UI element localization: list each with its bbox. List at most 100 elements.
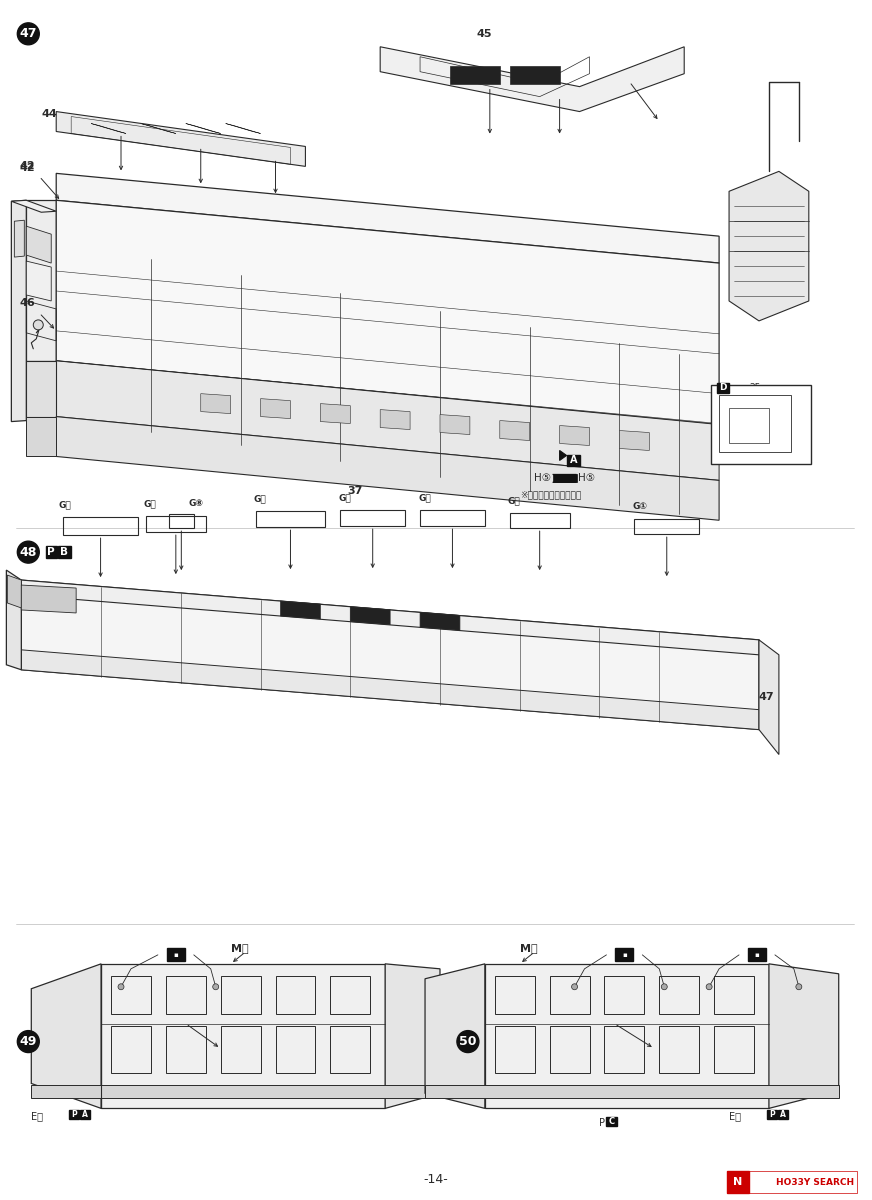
Polygon shape xyxy=(56,112,305,167)
Polygon shape xyxy=(26,416,56,456)
Polygon shape xyxy=(11,200,56,212)
Text: 45: 45 xyxy=(476,29,492,38)
Polygon shape xyxy=(380,47,685,112)
Circle shape xyxy=(17,1031,39,1052)
Bar xyxy=(494,976,535,1014)
Polygon shape xyxy=(56,361,719,480)
Polygon shape xyxy=(351,607,390,625)
Bar xyxy=(45,546,57,558)
Bar xyxy=(712,385,811,464)
Polygon shape xyxy=(11,200,26,421)
Bar xyxy=(494,1026,535,1074)
Bar xyxy=(549,1026,589,1074)
Text: 42: 42 xyxy=(19,161,35,172)
Polygon shape xyxy=(560,450,567,461)
Text: 42: 42 xyxy=(19,163,35,173)
Polygon shape xyxy=(26,262,51,301)
Text: A: A xyxy=(82,1110,88,1118)
Text: C: C xyxy=(609,1117,615,1126)
Polygon shape xyxy=(26,226,51,263)
Polygon shape xyxy=(380,409,410,430)
Text: A: A xyxy=(569,456,577,466)
Circle shape xyxy=(213,984,219,990)
Polygon shape xyxy=(485,964,769,1109)
Text: P: P xyxy=(769,1110,775,1118)
Bar xyxy=(604,1026,644,1074)
Polygon shape xyxy=(729,172,809,320)
Polygon shape xyxy=(56,416,719,521)
Text: 46: 46 xyxy=(19,298,35,308)
Bar xyxy=(330,1026,371,1074)
Polygon shape xyxy=(425,964,485,1109)
Circle shape xyxy=(706,984,712,990)
Polygon shape xyxy=(261,398,290,419)
Polygon shape xyxy=(6,570,21,670)
Text: 37: 37 xyxy=(347,486,363,497)
Bar xyxy=(221,1026,261,1074)
Text: E⑬: E⑬ xyxy=(31,1111,44,1121)
Text: ▪: ▪ xyxy=(754,952,760,958)
Text: D: D xyxy=(719,383,727,392)
Circle shape xyxy=(457,1031,479,1052)
Polygon shape xyxy=(226,124,261,133)
Polygon shape xyxy=(440,414,470,434)
Bar xyxy=(727,1171,856,1193)
Polygon shape xyxy=(7,575,21,608)
Bar xyxy=(276,1026,316,1074)
Bar xyxy=(659,976,699,1014)
Polygon shape xyxy=(31,964,101,1109)
Polygon shape xyxy=(21,650,759,730)
Bar xyxy=(748,948,766,961)
Text: ▪: ▪ xyxy=(174,952,178,958)
Text: P: P xyxy=(599,1118,605,1128)
Bar xyxy=(714,976,754,1014)
Bar xyxy=(727,1171,749,1193)
Bar xyxy=(420,510,485,527)
Text: ▪: ▪ xyxy=(622,952,627,958)
Text: G⑪: G⑪ xyxy=(508,497,521,505)
Polygon shape xyxy=(385,964,440,1109)
Circle shape xyxy=(118,984,124,990)
Bar xyxy=(276,976,316,1014)
Polygon shape xyxy=(769,964,839,1109)
Bar xyxy=(719,395,791,452)
Text: B: B xyxy=(60,547,68,557)
Bar xyxy=(111,1026,151,1074)
Text: G⑬: G⑬ xyxy=(254,494,266,503)
Circle shape xyxy=(17,23,39,44)
Bar xyxy=(450,66,500,84)
Polygon shape xyxy=(101,964,385,1109)
Text: G⑬: G⑬ xyxy=(418,493,431,503)
Polygon shape xyxy=(141,124,176,133)
Bar xyxy=(330,976,371,1014)
Text: G⑬: G⑬ xyxy=(144,499,157,509)
Polygon shape xyxy=(21,580,759,730)
Text: P: P xyxy=(72,1110,77,1118)
Text: P: P xyxy=(47,547,55,557)
Bar xyxy=(146,516,206,533)
Text: 50: 50 xyxy=(460,1036,477,1048)
Bar xyxy=(616,948,633,961)
Polygon shape xyxy=(56,200,719,425)
Text: HO33Y SEARCH: HO33Y SEARCH xyxy=(775,1177,854,1187)
Text: E⑭: E⑭ xyxy=(729,1111,741,1121)
Polygon shape xyxy=(91,124,126,133)
Bar xyxy=(111,976,151,1014)
Bar xyxy=(634,520,699,534)
Bar xyxy=(767,1110,777,1118)
Bar xyxy=(567,455,580,466)
Polygon shape xyxy=(425,1086,839,1098)
Circle shape xyxy=(33,320,44,330)
Polygon shape xyxy=(500,420,529,440)
Text: M⑫: M⑫ xyxy=(520,943,537,953)
Circle shape xyxy=(571,984,577,990)
Polygon shape xyxy=(320,403,351,424)
Bar xyxy=(606,1117,617,1126)
Bar xyxy=(549,976,589,1014)
Text: 48: 48 xyxy=(19,546,37,559)
Bar xyxy=(340,510,405,527)
Polygon shape xyxy=(21,586,76,613)
Text: H⑤: H⑤ xyxy=(534,473,551,484)
Polygon shape xyxy=(14,221,24,257)
Polygon shape xyxy=(560,426,589,445)
